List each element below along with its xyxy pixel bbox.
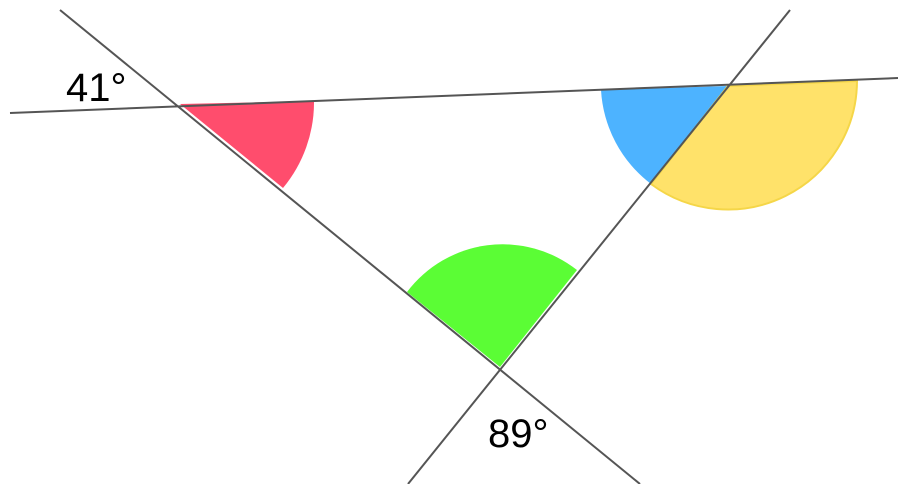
angle-label-89: 89° xyxy=(488,412,549,456)
blue-angle-sector xyxy=(601,86,728,184)
red-angle-sector xyxy=(180,101,315,188)
angle-label-41: 41° xyxy=(66,66,127,110)
left-diagonal-line xyxy=(59,9,641,484)
right-diagonal-line xyxy=(407,9,791,484)
yellow-angle-sector xyxy=(649,79,859,211)
horizontal-line xyxy=(9,77,898,114)
green-angle-sector xyxy=(407,244,577,367)
